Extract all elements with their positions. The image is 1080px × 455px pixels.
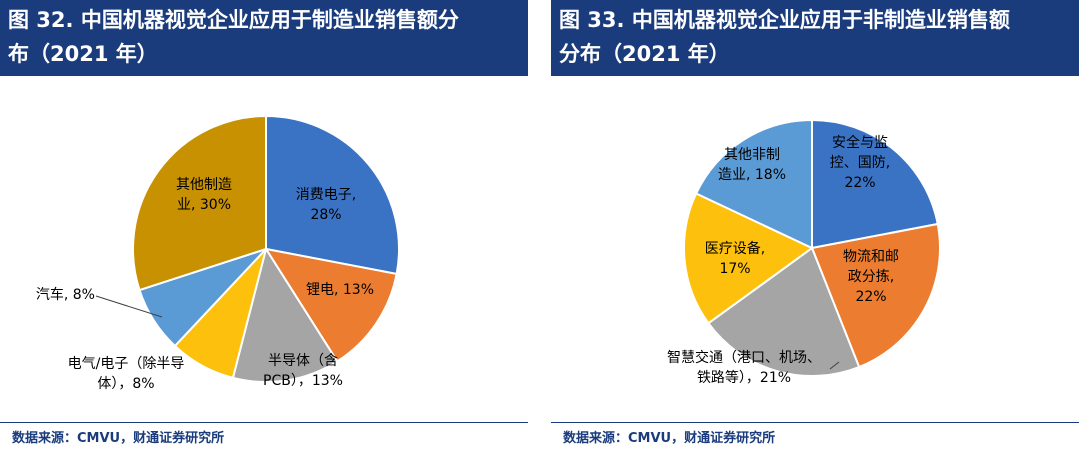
chart-title-line-2: 分布（2021 年） [559,42,730,66]
pie-slice-2 [811,223,941,369]
label-leader-line [829,361,840,370]
panel-manufacturing: 图 32. 中国机器视觉企业应用于制造业销售额分 布（2021 年） 消费电子,… [0,0,528,455]
pie-chart-non-manufacturing: 安全与监控、国防, 22% 物流和邮政分拣, 22% 智慧交通（港口、机场、铁路等），2… [667,119,941,386]
data-label-2: 物流和邮政分拣, 22% [843,249,899,305]
chart-title-line-1: 图 32. 中国机器视觉企业应用于制造业销售额分 [8,8,459,32]
title-underline [0,73,528,76]
title-underline [551,73,1079,76]
panel-non-manufacturing: 图 33. 中国机器视觉企业应用于非制造业销售额 分布（2021 年） 安全与监… [551,0,1079,455]
pie-chart-manufacturing: 消费电子, 28% 锂电, 13% 半导体（含 PCB），13% 电气/电子（除半导体），… [36,115,400,392]
source-divider [551,422,1079,423]
pie-labels: 安全与监控、国防, 22% 物流和邮政分拣, 22% 智慧交通（港口、机场、铁路等），2… [667,134,899,386]
label-leader-line [95,295,163,318]
pie-slice-1 [811,119,939,249]
data-label-2: 锂电, 13% [306,282,374,298]
data-label-1: 消费电子, 28% [296,187,356,223]
data-label-4: 医疗设备, 17% [705,240,765,277]
pie-slice-4 [683,192,813,325]
data-label-5: 其他非制造业, 18% [718,147,786,183]
source-divider [0,422,528,423]
pie-labels: 消费电子, 28% 锂电, 13% 半导体（含 PCB），13% 电气/电子（除半导体），… [36,177,374,392]
data-label-3: 智慧交通（港口、机场、铁路等），21% [667,349,821,386]
pie-slice-5 [695,119,813,249]
data-label-4: 电气/电子（除半导体），8% [68,356,185,392]
chart-title: 图 32. 中国机器视觉企业应用于制造业销售额分 布（2021 年） [0,0,528,73]
chart-title-line-1: 图 33. 中国机器视觉企业应用于非制造业销售额 [559,8,1010,32]
source-note: 数据来源：CMVU，财通证券研究所 [12,431,225,446]
pie-slice-2 [265,248,398,363]
data-label-5: 汽车, 8% [36,286,95,303]
pie-slice-1 [265,115,400,275]
data-label-6: 其他制造业, 30% [176,177,232,213]
pie-slices [683,119,941,377]
source-note: 数据来源：CMVU，财通证券研究所 [563,431,776,446]
pie-slice-3 [231,248,339,383]
pie-slices [132,115,400,383]
pie-slice-3 [707,247,861,377]
chart-title-line-2: 布（2021 年） [8,42,158,66]
chart-title: 图 33. 中国机器视觉企业应用于非制造业销售额 分布（2021 年） [551,0,1079,73]
data-label-1: 安全与监控、国防, 22% [830,134,890,191]
data-label-3: 半导体（含 PCB），13% [263,353,343,389]
pie-slice-6 [132,115,267,292]
